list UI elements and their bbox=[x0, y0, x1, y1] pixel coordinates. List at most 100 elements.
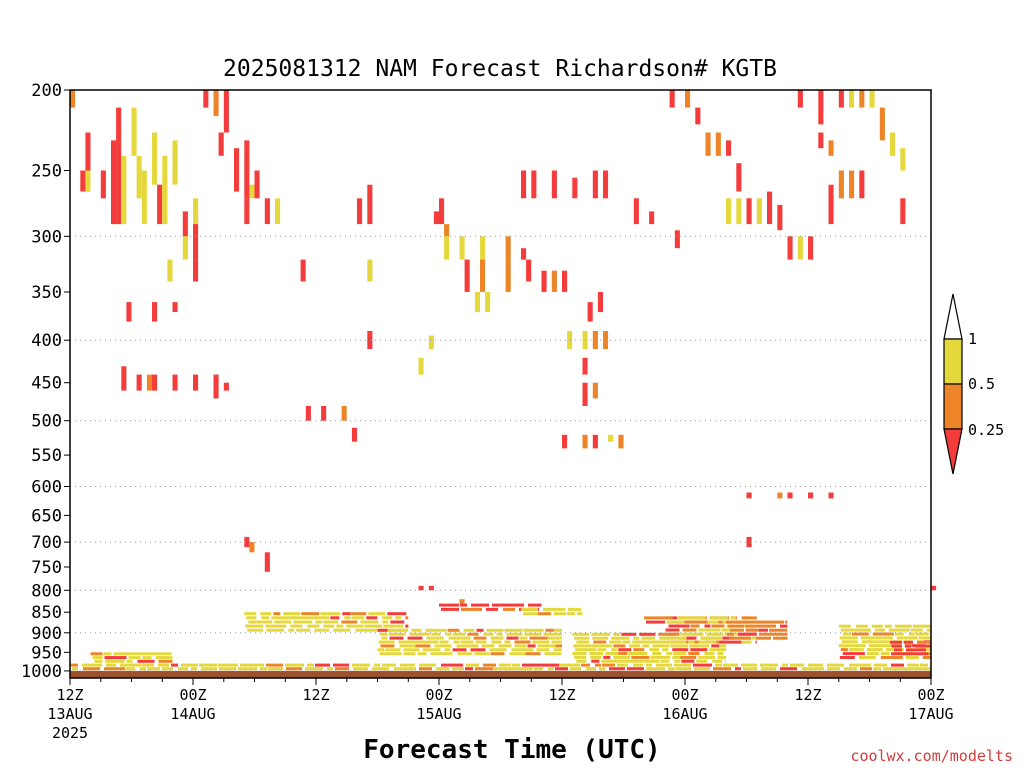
data-cell bbox=[342, 612, 351, 616]
data-cell bbox=[611, 636, 630, 640]
data-cell bbox=[562, 434, 568, 449]
data-cell bbox=[543, 607, 565, 611]
data-cell bbox=[191, 667, 197, 671]
data-cell bbox=[808, 236, 814, 260]
data-cell bbox=[315, 663, 330, 667]
data-cell bbox=[504, 640, 511, 644]
data-cell bbox=[128, 656, 141, 660]
data-cell bbox=[254, 170, 260, 199]
data-cell bbox=[433, 211, 439, 225]
data-cell bbox=[490, 636, 504, 640]
y-tick-label: 1000 bbox=[21, 662, 62, 682]
data-cell bbox=[567, 612, 575, 616]
data-cell bbox=[545, 628, 554, 632]
data-cell bbox=[335, 667, 349, 671]
data-cell bbox=[116, 107, 122, 225]
data-cell bbox=[100, 170, 106, 199]
data-cell bbox=[333, 663, 349, 667]
data-cell bbox=[172, 302, 178, 312]
data-cell bbox=[551, 170, 557, 199]
data-cell bbox=[695, 107, 701, 125]
data-cell bbox=[147, 667, 160, 671]
data-cell bbox=[850, 628, 871, 632]
data-cell bbox=[389, 636, 404, 640]
data-cell bbox=[460, 640, 474, 644]
data-cell bbox=[506, 632, 523, 636]
data-cell bbox=[908, 632, 915, 636]
data-cell bbox=[536, 648, 550, 652]
data-cell bbox=[597, 292, 603, 313]
data-cell bbox=[172, 140, 178, 185]
data-cell bbox=[364, 624, 383, 628]
data-cell bbox=[352, 663, 370, 667]
data-cell bbox=[706, 620, 719, 624]
data-cell bbox=[681, 659, 695, 663]
x-tick-date: 16AUG bbox=[662, 705, 707, 723]
legend-label: 1 bbox=[968, 330, 977, 348]
y-tick-label: 400 bbox=[31, 331, 62, 351]
data-cell bbox=[668, 624, 690, 628]
data-cell bbox=[894, 632, 904, 636]
data-cell bbox=[928, 652, 931, 656]
data-cell bbox=[658, 632, 677, 636]
data-cell bbox=[694, 667, 710, 671]
data-cell bbox=[234, 148, 240, 192]
data-cell bbox=[787, 236, 793, 260]
data-cell bbox=[314, 628, 330, 632]
data-cell bbox=[213, 374, 219, 399]
data-cell bbox=[591, 659, 600, 663]
y-tick-label: 700 bbox=[31, 533, 62, 553]
data-cell bbox=[525, 652, 541, 656]
data-cell bbox=[760, 663, 778, 667]
data-cell bbox=[111, 140, 117, 225]
data-cell bbox=[529, 636, 548, 640]
data-cell bbox=[660, 659, 670, 663]
data-cell bbox=[540, 663, 559, 667]
data-cell bbox=[665, 628, 680, 632]
data-cell bbox=[126, 667, 135, 671]
data-cell bbox=[711, 628, 721, 632]
data-cell bbox=[218, 663, 238, 667]
data-cell bbox=[498, 644, 512, 648]
data-cell bbox=[296, 628, 311, 632]
data-cell bbox=[611, 648, 618, 652]
data-cell bbox=[601, 659, 620, 663]
data-cell bbox=[849, 90, 855, 108]
credit-link[interactable]: coolwx.com/modelts bbox=[850, 747, 1013, 765]
x-tick-date: 15AUG bbox=[416, 705, 461, 723]
data-cell bbox=[828, 492, 834, 499]
data-cell bbox=[704, 624, 711, 628]
y-tick-label: 300 bbox=[31, 227, 62, 247]
data-cell bbox=[574, 655, 587, 659]
data-cell bbox=[882, 636, 893, 640]
y-tick-label: 500 bbox=[31, 412, 62, 432]
data-cell bbox=[618, 652, 628, 655]
data-cell bbox=[717, 652, 724, 655]
data-cell bbox=[475, 640, 487, 644]
data-cell bbox=[459, 599, 465, 604]
data-cell bbox=[609, 640, 622, 644]
data-cell bbox=[707, 636, 722, 640]
data-cell bbox=[83, 667, 100, 671]
data-cell bbox=[475, 667, 493, 671]
data-cell bbox=[419, 663, 436, 667]
data-cell bbox=[273, 612, 281, 616]
data-cell bbox=[506, 636, 519, 640]
data-cell bbox=[712, 640, 726, 644]
data-cell bbox=[452, 632, 466, 636]
data-cell bbox=[652, 652, 662, 655]
data-cell bbox=[283, 612, 301, 616]
data-cell bbox=[761, 667, 776, 671]
data-cell bbox=[730, 616, 737, 620]
data-cell bbox=[387, 628, 408, 632]
x-tick-label: 12Z bbox=[548, 686, 575, 704]
data-cell bbox=[126, 659, 133, 663]
data-cell bbox=[575, 648, 597, 652]
data-cell bbox=[288, 628, 295, 632]
data-cell bbox=[668, 667, 675, 671]
data-cell bbox=[777, 204, 783, 231]
data-cell bbox=[464, 259, 470, 292]
data-cell bbox=[690, 648, 708, 652]
data-cell bbox=[473, 636, 487, 640]
data-cell bbox=[315, 620, 323, 624]
